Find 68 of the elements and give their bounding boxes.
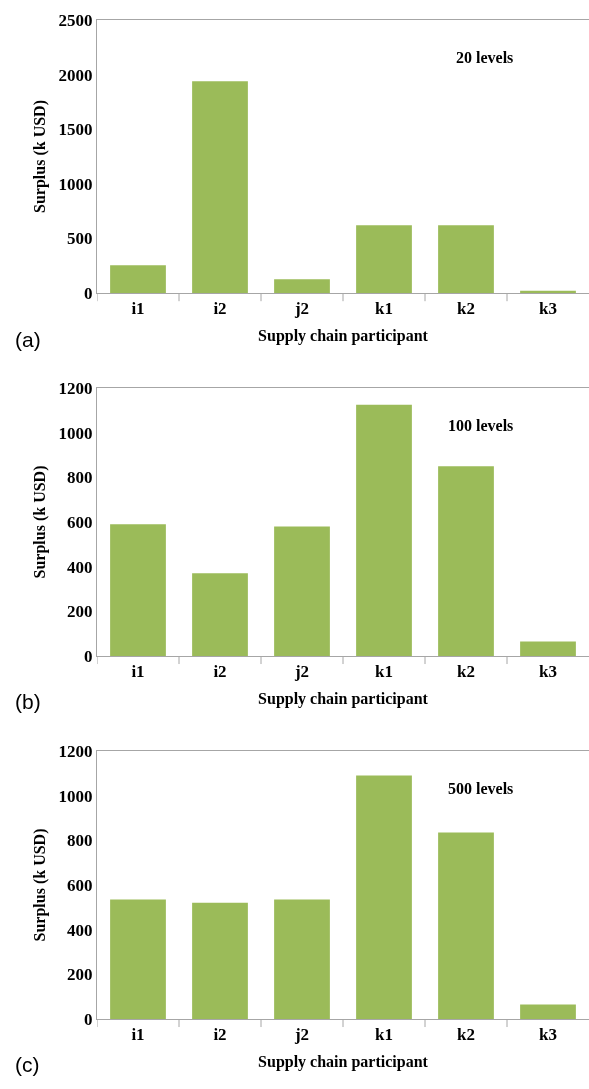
bar — [192, 81, 248, 293]
x-tick-label: i2 — [213, 662, 227, 682]
annotation: 100 levels — [448, 417, 514, 434]
bar — [192, 573, 248, 656]
bar — [274, 279, 330, 293]
y-tick-label: 400 — [67, 557, 93, 577]
bar — [192, 902, 248, 1019]
x-tick-label: k2 — [457, 662, 475, 682]
y-tick-label: 200 — [67, 602, 93, 622]
bar — [356, 775, 412, 1019]
y-tick-label: 1500 — [58, 120, 93, 140]
bar — [438, 466, 494, 656]
bar — [110, 899, 166, 1019]
bar — [356, 404, 412, 656]
y-tick-label: 2500 — [58, 10, 93, 30]
bar — [274, 899, 330, 1019]
y-tick-label: 0 — [84, 646, 93, 666]
x-axis-title: Supply chain participant — [258, 1053, 429, 1072]
y-axis-title: Surplus (k USD) — [31, 828, 50, 942]
y-tick-label: 200 — [67, 965, 93, 985]
bar — [110, 265, 166, 293]
y-axis-title: Surplus (k USD) — [31, 465, 50, 579]
annotation: 500 levels — [448, 780, 514, 797]
x-tick-label: k1 — [375, 299, 393, 319]
text: (b) — [15, 690, 41, 713]
x-tick-label: k1 — [375, 662, 393, 682]
bar — [356, 225, 412, 293]
y-tick-label: 1200 — [58, 741, 93, 761]
text: (c) — [15, 1053, 40, 1076]
x-tick-label: k2 — [457, 1025, 475, 1045]
x-tick-label: k3 — [539, 299, 557, 319]
x-tick-label: j2 — [293, 1025, 310, 1045]
x-tick-label: i2 — [213, 1025, 227, 1045]
y-tick-label: 0 — [84, 1009, 93, 1029]
y-tick-label: 800 — [67, 468, 93, 488]
x-tick-label: i1 — [131, 662, 145, 682]
x-tick-label: j2 — [293, 662, 310, 682]
bar — [520, 290, 576, 293]
y-tick-label: 1000 — [58, 786, 93, 806]
x-tick-label: i1 — [131, 299, 145, 319]
x-tick-label: j2 — [293, 299, 310, 319]
bar — [274, 526, 330, 656]
bar — [110, 524, 166, 656]
bar — [438, 225, 494, 293]
y-tick-label: 1000 — [58, 423, 93, 443]
y-axis-title: Surplus (k USD) — [31, 100, 50, 213]
y-tick-label: 600 — [67, 875, 93, 895]
x-tick-label: k2 — [457, 299, 475, 319]
y-tick-label: 0 — [84, 283, 93, 303]
y-tick-label: 500 — [67, 229, 93, 249]
x-tick-label: i2 — [213, 299, 227, 319]
text: (a) — [15, 328, 41, 351]
y-tick-label: 800 — [67, 831, 93, 851]
x-axis-title: Supply chain participant — [258, 327, 429, 346]
y-tick-label: 1200 — [58, 378, 93, 398]
annotation: 20 levels — [456, 49, 514, 66]
x-axis-title: Supply chain participant — [258, 690, 429, 709]
bar — [438, 832, 494, 1019]
bar — [520, 1004, 576, 1019]
y-tick-label: 2000 — [58, 65, 93, 85]
y-tick-label: 600 — [67, 512, 93, 532]
x-tick-label: k1 — [375, 1025, 393, 1045]
bar — [520, 641, 576, 656]
x-tick-label: i1 — [131, 1025, 145, 1045]
x-tick-label: k3 — [539, 662, 557, 682]
x-tick-label: k3 — [539, 1025, 557, 1045]
y-tick-label: 400 — [67, 920, 93, 940]
y-tick-label: 1000 — [58, 174, 93, 194]
